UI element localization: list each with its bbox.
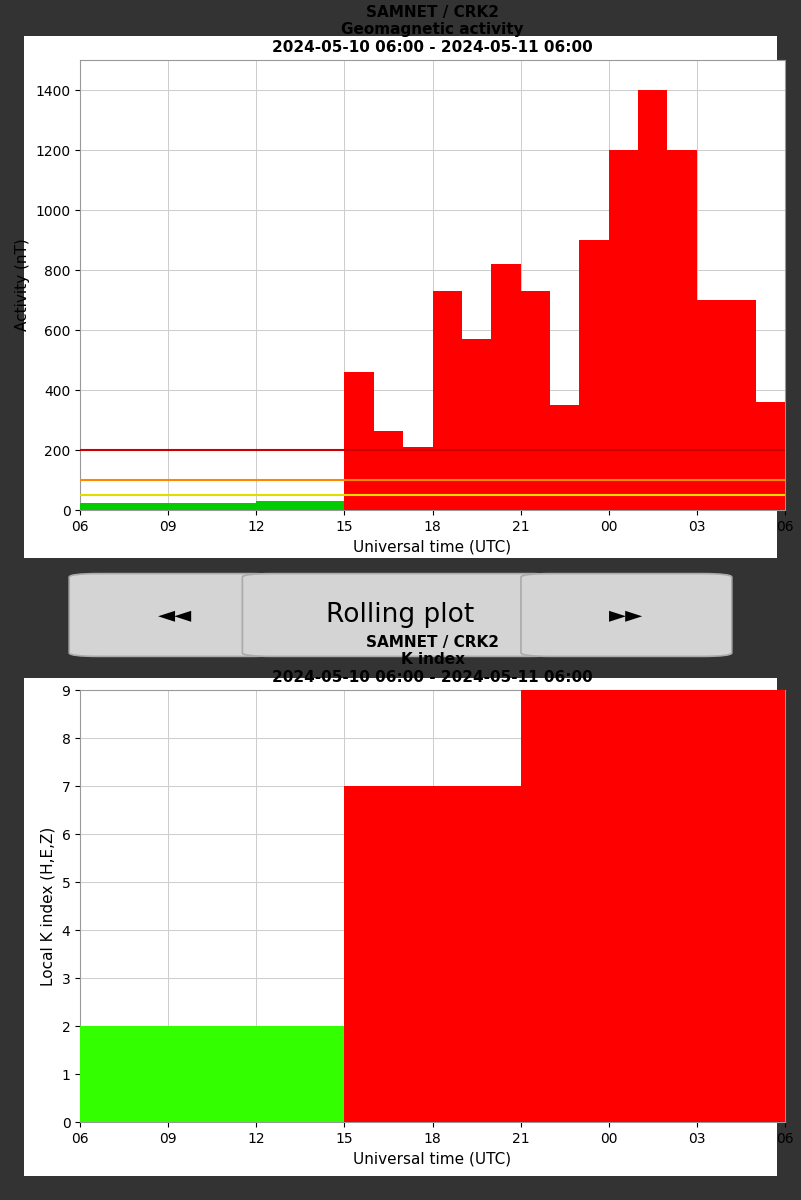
- Bar: [550, 404, 579, 510]
- Bar: [80, 1026, 168, 1122]
- Title: SAMNET / CRK2
Geomagnetic activity
2024-05-10 06:00 - 2024-05-11 06:00: SAMNET / CRK2 Geomagnetic activity 2024-…: [272, 5, 593, 55]
- Text: ►►: ►►: [610, 605, 643, 625]
- Title: SAMNET / CRK2
K index
2024-05-10 06:00 - 2024-05-11 06:00: SAMNET / CRK2 K index 2024-05-10 06:00 -…: [272, 635, 593, 685]
- Bar: [521, 290, 550, 510]
- Bar: [344, 786, 433, 1122]
- Bar: [491, 264, 521, 510]
- FancyBboxPatch shape: [521, 574, 732, 656]
- Bar: [697, 690, 785, 1122]
- Text: ◄◄: ◄◄: [158, 605, 191, 625]
- Bar: [697, 300, 727, 510]
- FancyBboxPatch shape: [243, 574, 558, 656]
- Bar: [755, 402, 785, 510]
- Text: Rolling plot: Rolling plot: [326, 602, 475, 628]
- Bar: [344, 372, 374, 510]
- Bar: [462, 338, 491, 510]
- Bar: [667, 150, 697, 510]
- Bar: [80, 503, 168, 510]
- X-axis label: Universal time (UTC): Universal time (UTC): [353, 539, 512, 554]
- Bar: [579, 240, 609, 510]
- Bar: [521, 690, 609, 1122]
- Bar: [609, 150, 638, 510]
- Bar: [168, 1026, 256, 1122]
- Bar: [403, 446, 433, 510]
- Bar: [727, 300, 755, 510]
- Y-axis label: Activity (nT): Activity (nT): [14, 239, 30, 331]
- Y-axis label: Local K index (H,E,Z): Local K index (H,E,Z): [41, 827, 56, 985]
- Bar: [609, 690, 697, 1122]
- Bar: [433, 290, 462, 510]
- Bar: [256, 502, 344, 510]
- Bar: [374, 431, 403, 510]
- Bar: [638, 90, 667, 510]
- Bar: [256, 1026, 344, 1122]
- Bar: [168, 503, 256, 510]
- Bar: [433, 786, 521, 1122]
- FancyBboxPatch shape: [69, 574, 280, 656]
- X-axis label: Universal time (UTC): Universal time (UTC): [353, 1151, 512, 1166]
